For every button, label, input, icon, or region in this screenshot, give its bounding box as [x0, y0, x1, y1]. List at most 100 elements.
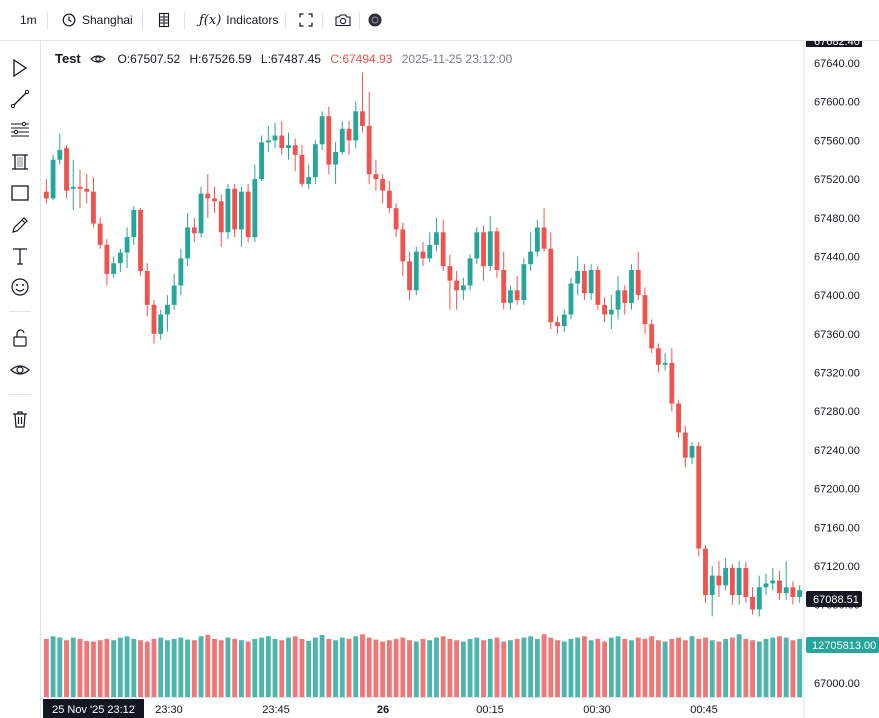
- candle: [319, 111, 325, 151]
- candle-body: [508, 290, 513, 303]
- cursor-icon[interactable]: [9, 57, 31, 79]
- volume-bar: [709, 640, 715, 697]
- candle: [151, 299, 157, 344]
- text-icon[interactable]: [9, 245, 31, 267]
- candle-body: [797, 590, 803, 597]
- volume-bar: [124, 636, 130, 697]
- indicators-button[interactable]: ƒ(x) Indicators: [199, 9, 278, 31]
- candle: [373, 159, 379, 191]
- eye-icon[interactable]: [90, 53, 106, 65]
- candle-body: [70, 186, 76, 189]
- candle: [434, 217, 439, 252]
- candle-body: [662, 362, 668, 365]
- candle: [339, 121, 345, 155]
- candle: [494, 227, 500, 278]
- fib-icon[interactable]: [9, 119, 31, 141]
- timezone-button[interactable]: Shanghai: [62, 9, 133, 31]
- candle-body: [131, 210, 137, 238]
- price-tick-label: 67520.00: [814, 174, 860, 186]
- fullscreen-button[interactable]: [299, 9, 313, 31]
- volume-bar: [723, 638, 729, 697]
- volume-bar: [279, 640, 285, 697]
- volume-bar: [575, 637, 581, 697]
- candle-body: [407, 261, 412, 291]
- time-tick-label: 23:45: [262, 704, 290, 716]
- candle: [474, 227, 480, 265]
- candle: [191, 217, 197, 242]
- rectangle-icon[interactable]: [9, 182, 31, 204]
- candle-body: [111, 263, 117, 274]
- candle-body: [467, 258, 473, 286]
- price-tick-label: 67200.00: [814, 484, 860, 496]
- candle: [427, 232, 433, 263]
- theme-icon: [368, 13, 382, 27]
- candle: [91, 177, 96, 228]
- candle: [346, 121, 352, 155]
- volume-bar: [689, 636, 695, 697]
- bar-style-button[interactable]: [157, 9, 171, 31]
- emoji-icon[interactable]: [9, 276, 31, 298]
- symbol-name[interactable]: Test: [55, 51, 81, 66]
- volume-bar: [434, 637, 439, 697]
- candle: [265, 125, 271, 152]
- lock-icon[interactable]: [9, 327, 31, 349]
- toolbar-divider: [9, 394, 31, 395]
- candle: [481, 225, 486, 281]
- candle-body: [548, 248, 554, 323]
- trend-line-icon[interactable]: [9, 88, 31, 110]
- brush-icon[interactable]: [9, 214, 31, 236]
- volume-bar: [662, 641, 668, 697]
- candle: [723, 558, 729, 591]
- candle: [541, 208, 547, 252]
- volume-badge: [806, 637, 879, 653]
- candle-body: [151, 304, 157, 334]
- candle: [514, 275, 520, 305]
- candle-body: [50, 159, 56, 199]
- candle-body: [615, 290, 621, 310]
- volume-bar: [750, 640, 755, 697]
- candle-body: [736, 567, 742, 596]
- toolbar-divider: [359, 12, 360, 29]
- volume-bar: [326, 638, 332, 697]
- candle-body: [198, 193, 204, 234]
- camera-icon: [335, 14, 351, 27]
- candle-body: [373, 174, 379, 180]
- candle-body: [581, 270, 587, 294]
- candle: [777, 570, 782, 600]
- pattern-icon[interactable]: [9, 151, 31, 173]
- volume-bar: [454, 640, 460, 697]
- candle-body: [91, 191, 96, 224]
- volume-bar: [272, 638, 278, 697]
- candle-body: [642, 295, 648, 325]
- candle: [763, 573, 769, 596]
- toolbar-divider: [322, 12, 323, 29]
- candle-body: [393, 208, 399, 230]
- volume-bar: [104, 638, 110, 697]
- candle-body: [568, 283, 574, 315]
- time-tick-label: 26: [377, 704, 389, 716]
- candle: [366, 92, 372, 184]
- volume-bar: [212, 638, 217, 697]
- volume-bar: [790, 640, 796, 697]
- theme-button[interactable]: [368, 9, 382, 31]
- screenshot-button[interactable]: [335, 9, 351, 31]
- time-tick-label: 00:15: [476, 704, 504, 716]
- candle: [602, 297, 608, 323]
- volume-bar: [474, 637, 480, 697]
- time-tick-label: 00:45: [690, 704, 718, 716]
- volume-bar: [393, 638, 399, 697]
- bar-time: 2025-11-25 23:12:00: [401, 52, 513, 66]
- price-tick-label: 67320.00: [814, 368, 860, 380]
- trash-icon[interactable]: [9, 408, 31, 430]
- volume-bar: [460, 641, 466, 697]
- candle-body: [447, 266, 453, 281]
- eye-icon[interactable]: [9, 359, 31, 381]
- price-tick-label: 67480.00: [814, 213, 860, 225]
- candle-body: [144, 270, 150, 305]
- interval-button[interactable]: 1m: [20, 13, 37, 27]
- toolbar-divider: [285, 12, 286, 29]
- volume-bar: [635, 637, 641, 697]
- candle-body: [360, 111, 365, 126]
- volume-bar: [514, 638, 520, 697]
